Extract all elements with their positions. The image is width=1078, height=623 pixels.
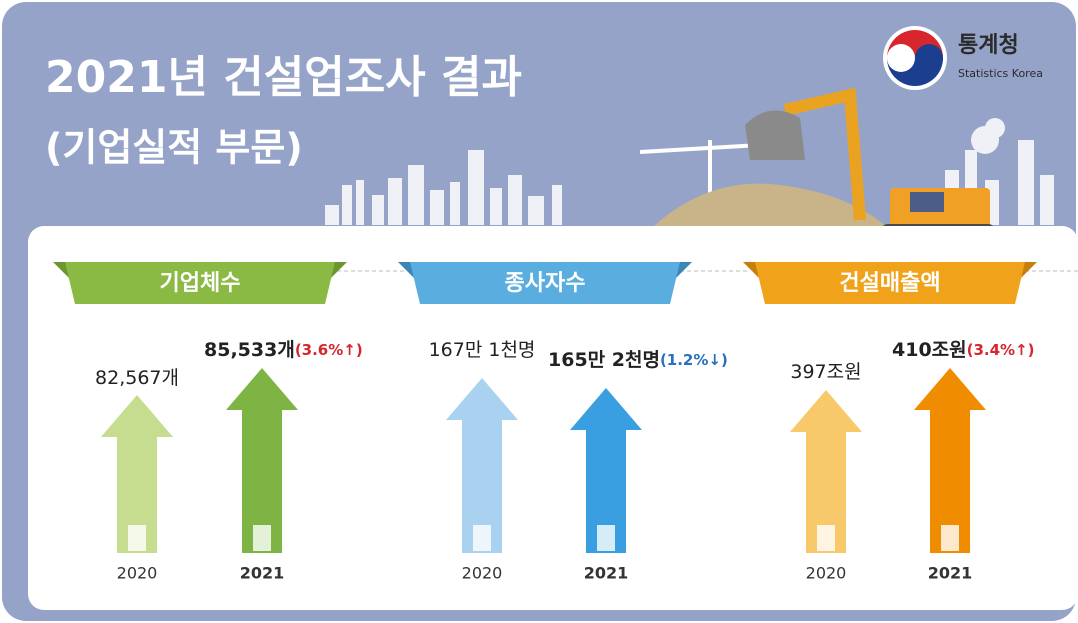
logo-english: Statistics Korea — [958, 67, 1043, 80]
skyline — [325, 118, 1054, 225]
ribbon — [65, 262, 335, 304]
year-label: 2021 — [584, 564, 629, 583]
panel-title: 기업체수 — [160, 271, 241, 296]
arrow — [570, 388, 642, 553]
value-label: 397조원 — [790, 361, 861, 383]
value-label: 167만 1천명 — [429, 339, 536, 361]
title: 2021년 건설업조사 결과 — [45, 52, 522, 103]
logo: 통계청 Statistics Korea — [883, 26, 1043, 90]
value-label: 165만 2천명(1.2%↓) — [548, 349, 728, 371]
change: (3.4%↑) — [967, 341, 1035, 359]
year-label: 2021 — [928, 564, 973, 583]
value: 397조원 — [790, 361, 861, 383]
arrow — [914, 368, 986, 553]
panel-title: 종사자수 — [505, 271, 586, 296]
panel: 건설매출액 2020 397조원 2021 410조원(3.4%↑) — [743, 262, 1037, 583]
value: 82,567개 — [95, 367, 179, 389]
icon — [253, 525, 271, 551]
icon — [941, 525, 959, 551]
arrow — [790, 390, 862, 553]
logo-name: 통계청 — [958, 33, 1019, 58]
year-label: 2021 — [240, 564, 285, 583]
value: 85,533개 — [204, 339, 295, 361]
excavator — [640, 87, 996, 240]
value: 167만 1천명 — [429, 339, 536, 361]
value-label: 85,533개(3.6%↑) — [204, 339, 363, 361]
value-label: 82,567개 — [95, 367, 179, 389]
arrow — [446, 378, 518, 553]
panel: 기업체수 2020 82,567개 2021 85,533개(3.6%↑) — [53, 262, 363, 583]
ribbon — [755, 262, 1025, 304]
arrow — [226, 368, 298, 553]
icon — [597, 525, 615, 551]
year-label: 2020 — [462, 564, 503, 583]
value: 165만 2천명 — [548, 349, 660, 371]
panel: 종사자수 2020 167만 1천명 2021 165만 2천명(1.2%↓) — [398, 262, 728, 583]
arrow — [101, 395, 173, 553]
panel-title: 건설매출액 — [839, 271, 940, 296]
change: (3.6%↑) — [295, 341, 363, 359]
year-label: 2020 — [117, 564, 158, 583]
value: 410조원 — [892, 339, 967, 361]
ribbon — [410, 262, 680, 304]
value-label: 410조원(3.4%↑) — [892, 339, 1035, 361]
change: (1.2%↓) — [660, 351, 728, 369]
icon — [128, 525, 146, 551]
subtitle: (기업실적 부문) — [45, 126, 303, 170]
icon — [473, 525, 491, 551]
year-label: 2020 — [806, 564, 847, 583]
icon — [817, 525, 835, 551]
